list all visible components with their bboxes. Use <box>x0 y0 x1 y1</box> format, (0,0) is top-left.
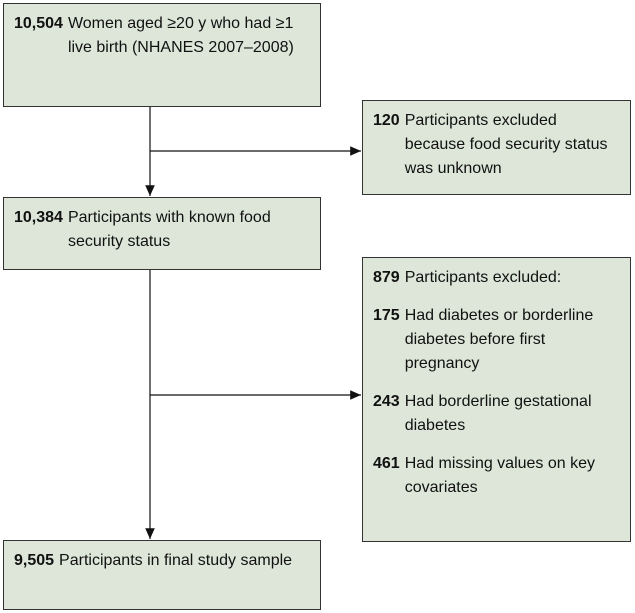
text: Had diabetes or borderline diabetes befo… <box>404 307 594 372</box>
start-box: 10,504 Women aged ≥20 y who had ≥1 live b… <box>3 3 321 107</box>
text: Participants excluded because food secur… <box>404 112 608 177</box>
text: Had borderline gestational diabetes <box>404 393 592 434</box>
text: Had missing values on key covariates <box>404 455 596 496</box>
count: 175 <box>373 307 400 324</box>
count: 10,504 <box>14 15 63 32</box>
count: 120 <box>373 112 400 129</box>
count: 9,505 <box>14 552 55 569</box>
text: Participants in final study sample <box>59 552 293 569</box>
text: Women aged ≥20 y who had ≥1 live birth (… <box>67 15 294 56</box>
exclusion-box: 879 Participants excluded: 175 Had diabete… <box>362 257 631 542</box>
exclusion-box: 120 Participants excluded because food se… <box>362 100 631 195</box>
count: 243 <box>373 393 400 410</box>
count: 461 <box>373 455 400 472</box>
text: Participants excluded: <box>404 269 562 286</box>
text: Participants with known food security st… <box>67 209 271 250</box>
count: 10,384 <box>14 209 63 226</box>
final-box: 9,505 Participants in final study sample <box>3 540 321 610</box>
known-box: 10,384 Participants with known food secur… <box>3 197 321 270</box>
count: 879 <box>373 269 400 286</box>
